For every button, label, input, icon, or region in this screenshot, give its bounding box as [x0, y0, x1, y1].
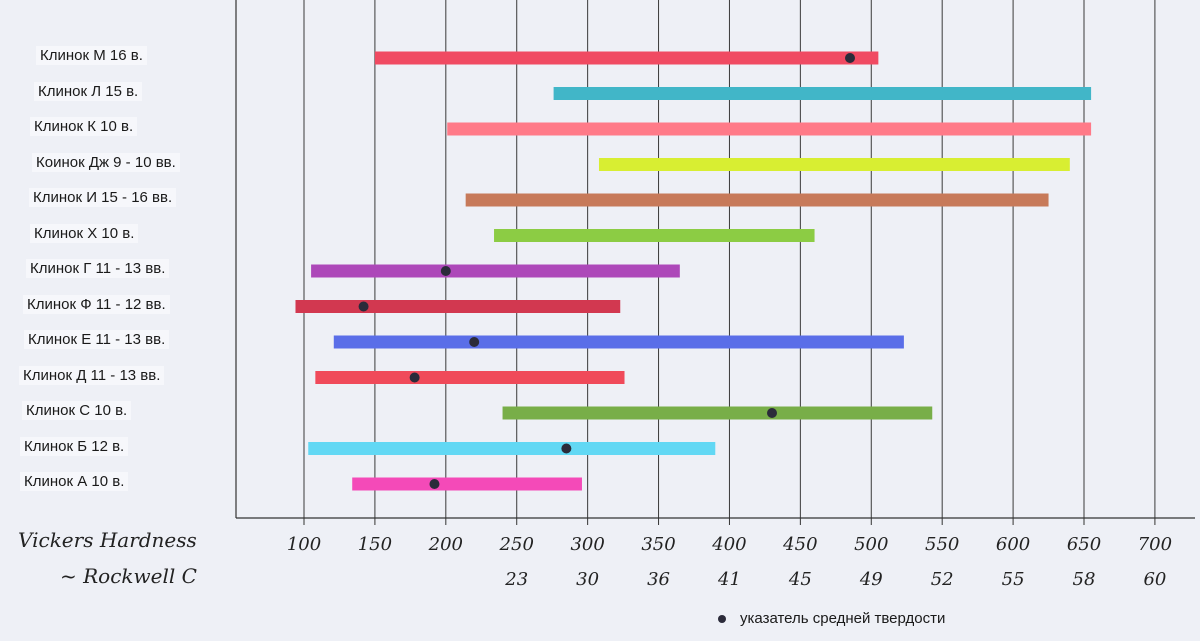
mean-marker	[358, 301, 369, 312]
row-label: Клинок Е 11 - 13 вв.	[24, 330, 170, 349]
mean-marker	[440, 266, 451, 276]
range-bar	[502, 406, 933, 420]
mean-marker	[409, 372, 420, 383]
x-tick-label: 600	[995, 534, 1031, 555]
range-bar	[374, 51, 879, 65]
rockwell-tick-label: 41	[718, 569, 741, 590]
range-bar	[311, 264, 680, 278]
x-tick-label: 150	[357, 534, 393, 555]
x-tick-label: 300	[570, 534, 605, 555]
row-label: Клинок С 10 в.	[22, 401, 132, 420]
range-bar	[308, 442, 716, 455]
range-bar	[315, 371, 625, 384]
row-label: Клинок Л 15 в.	[34, 81, 143, 101]
x-tick-label: 250	[499, 534, 534, 555]
x-tick-label: 700	[1137, 534, 1173, 555]
legend-mean-dot-icon	[718, 614, 726, 623]
mean-marker	[469, 337, 480, 347]
mean-marker	[845, 53, 855, 63]
mean-marker	[561, 443, 572, 454]
row-label: Клинок Х 10 в.	[30, 223, 139, 243]
rockwell-tick-label: 49	[859, 569, 883, 590]
rockwell-tick-label: 58	[1072, 569, 1096, 590]
range-bar	[295, 300, 621, 313]
x-axis-title-rockwell: ~ Rockwell C	[60, 564, 197, 588]
x-tick-label: 500	[854, 534, 889, 555]
rockwell-tick-label: 60	[1143, 569, 1167, 590]
range-bar	[465, 193, 1049, 207]
range-bar	[352, 477, 582, 491]
rockwell-tick-label: 36	[647, 569, 670, 590]
rockwell-tick-label: 55	[1001, 569, 1025, 590]
legend-label: указатель средней твердости	[740, 610, 946, 627]
range-bar	[598, 158, 1070, 171]
x-tick-label: 550	[924, 534, 960, 555]
rockwell-tick-label: 52	[930, 569, 954, 590]
mean-marker	[429, 479, 440, 489]
mean-marker	[767, 408, 777, 418]
range-bar	[333, 335, 904, 349]
row-label: Клинок Д 11 - 13 вв.	[19, 365, 165, 385]
row-label: Клинок М 16 в.	[36, 46, 147, 65]
x-tick-label: 400	[712, 534, 747, 555]
x-tick-label: 650	[1066, 534, 1102, 555]
x-axis-title: Vickers Hardness	[18, 528, 197, 552]
range-bar	[494, 229, 815, 242]
row-label: Клинок А 10 в.	[20, 472, 129, 491]
x-tick-label: 100	[286, 534, 322, 555]
range-bar	[553, 87, 1092, 100]
rockwell-tick-label: 45	[788, 569, 812, 590]
legend: указатель средней твердости	[718, 610, 945, 627]
row-label: Клинок Б 12 в.	[20, 436, 129, 456]
row-label: Клинок И 15 - 16 вв.	[29, 188, 177, 207]
x-tick-label: 450	[783, 534, 818, 555]
row-label: Клинок К 10 в.	[30, 117, 138, 136]
x-tick-label: 350	[641, 534, 676, 555]
row-label: Клинок Ф 11 - 12 вв.	[23, 294, 170, 314]
rockwell-tick-label: 23	[505, 569, 529, 590]
row-label: Клинок Г 11 - 13 вв.	[26, 259, 170, 278]
rockwell-tick-label: 30	[576, 569, 600, 590]
x-tick-label: 200	[428, 534, 463, 555]
row-label: Коинок Дж 9 - 10 вв.	[32, 152, 180, 172]
range-bar	[447, 122, 1092, 136]
